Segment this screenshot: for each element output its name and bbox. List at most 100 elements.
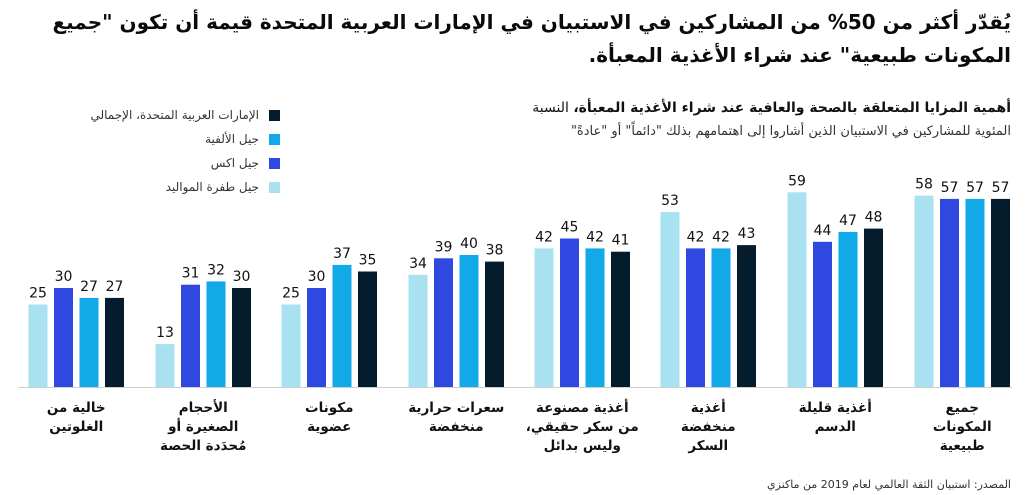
data-label: 43 [738,226,756,242]
category-label-line: الغلوتين [49,419,103,435]
legend-item-gen-x: جيل اكس [50,151,280,175]
bar [206,281,226,387]
data-label: 30 [308,269,326,285]
bar [79,297,99,387]
chart-subtitle: المئوية للمشاركين في الاستبيان الذين أشا… [570,124,1011,139]
bar [28,304,48,387]
category-label-line: سعرات حرارية [408,400,504,416]
category-label-line: الصغيرة أو [167,418,238,435]
legend: الإمارات العربية المتحدة، الإجمالي جيل ا… [50,103,280,199]
bar [585,248,605,387]
legend-item-baby-boomers: جيل طفرة المواليد [50,175,280,199]
legend-swatch [269,133,280,145]
category-label-line: السكر [687,438,728,454]
headline: يُقدّر أكثر من 50% من المشاركين في الاست… [52,10,1011,67]
bar [711,248,731,387]
legend-swatch [269,109,280,121]
category-label-line: منخفضة [429,419,484,435]
data-label: 34 [409,256,427,272]
chart-title: أهمية المزايا المتعلقة بالصحة والعافية ع… [411,98,1011,118]
data-label: 30 [233,269,251,285]
category-label-line: أغذية قليلة [799,399,872,416]
data-label: 27 [106,279,124,295]
category-label-line: من سكر حقيقي، [526,419,639,435]
category-label: مكونات عضوية [305,400,353,435]
data-label: 59 [788,173,806,189]
bar [611,251,630,387]
category-label-line: مُحدَدة الحصة [160,438,246,454]
category-label: أغذية منخفضة السكر [681,399,736,454]
data-label: 40 [460,236,478,252]
bar [991,198,1010,387]
data-label: 38 [486,243,504,259]
category-label: جميع المكونات طبيعية [933,400,992,454]
legend-label: جيل اكس [210,156,259,170]
legend-swatch [269,181,280,193]
legend-label: الإمارات العربية المتحدة، الإجمالي [90,108,259,122]
bar [307,288,326,387]
category-label-line: منخفضة [681,419,736,435]
legend-swatch [269,157,280,169]
category-label: الأحجام الصغيرة أو مُحدَدة الحصة [160,399,246,454]
data-label: 31 [182,266,200,282]
data-label: 42 [712,229,730,245]
data-label: 37 [333,246,351,262]
data-label: 32 [207,262,225,278]
data-label: 39 [435,239,453,255]
bar [787,192,807,387]
bar [914,195,934,387]
category-label-line: خالية من [47,400,106,416]
bar [155,344,175,387]
category-label: خالية من الغلوتين [47,400,106,435]
bar [560,238,579,387]
data-label: 13 [156,325,174,341]
bar [459,255,479,387]
bar [737,245,756,387]
category-label-line: أغذية مصنوعة [536,399,629,416]
data-label: 30 [55,269,73,285]
source-note: المصدر: استبيان الثقة العالمي لعام 2019 … [767,478,1011,491]
bar [864,228,883,387]
bar [660,212,680,387]
bar [232,288,251,387]
bar [434,258,453,387]
category-label-line: أغذية [691,399,726,416]
bar [534,248,554,387]
bar [940,198,959,387]
chart-title-bold: أهمية المزايا المتعلقة بالصحة والعافية ع… [573,100,1011,116]
data-label: 42 [586,229,604,245]
category-label-line: مكونات [305,400,353,416]
bar [838,231,858,387]
data-label: 58 [915,177,933,193]
data-label: 25 [282,286,300,302]
legend-item-uae-total: الإمارات العربية المتحدة، الإجمالي [50,103,280,127]
category-label: أغذية قليلة الدسم [799,399,872,435]
category-label-line: عضوية [307,419,351,435]
category-label-line: طبيعية [940,438,985,454]
category-label-line: جميع [945,400,979,416]
legend-item-millennials: جيل الألفية [50,127,280,151]
bar [813,241,832,387]
data-label: 45 [561,220,579,236]
category-label: أغذية مصنوعة من سكر حقيقي، وليس بدائل [526,399,639,454]
bar [965,198,985,387]
data-label: 44 [814,223,832,239]
data-label: 57 [992,180,1010,196]
legend-label: جيل طفرة المواليد [165,180,259,194]
data-label: 53 [661,193,679,209]
category-label-line: الدسم [815,419,856,435]
data-label: 27 [80,279,98,295]
bar [105,297,124,387]
category-label: سعرات حرارية منخفضة [408,400,504,435]
bar [686,248,705,387]
data-label: 25 [29,286,47,302]
bar [485,261,504,387]
data-label: 42 [687,229,705,245]
data-label: 47 [839,213,857,229]
data-label: 48 [865,210,883,226]
category-label-line: الأحجام [179,399,228,416]
bar [358,271,377,387]
data-label: 57 [966,180,984,196]
category-label-line: المكونات [933,419,992,435]
data-label: 42 [535,229,553,245]
